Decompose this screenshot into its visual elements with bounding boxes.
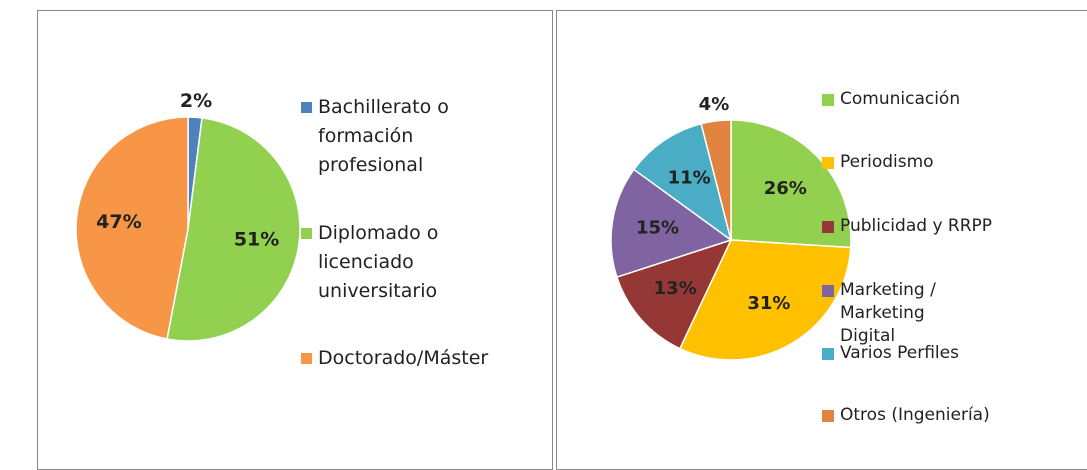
data-label: 2% (180, 90, 212, 112)
data-label: 13% (654, 278, 697, 299)
legend-item: Doctorado/Máster (301, 344, 511, 373)
data-label: 31% (747, 293, 790, 314)
legend-label: Comunicación (840, 89, 961, 109)
legend-label: Marketing / Marketing Digital (840, 280, 936, 346)
legend-item: Bachillerato o formación profesional (301, 93, 511, 180)
pie-slice (610, 168, 733, 279)
chart-panel: 2% 51% 47% Bachillerato o formación profesi… (37, 10, 553, 470)
chart-panel: 26% 31% 13% 15% 11% 4% Comunicación Periodismo P… (556, 10, 1087, 470)
legend-item: Marketing / Marketing Digital (822, 279, 1087, 348)
legend-swatch (822, 220, 834, 233)
legend-item: Periodismo (822, 151, 1087, 174)
legend-item: Otros (Ingeniería) (822, 404, 1087, 427)
data-label: 51% (234, 228, 279, 250)
legend-swatch (822, 347, 834, 360)
pie-slice (615, 238, 733, 350)
pie-slice (75, 116, 189, 340)
legend-swatch (822, 409, 834, 422)
legend-label: Bachillerato o formación profesional (318, 96, 449, 176)
legend-label: Periodismo (840, 152, 934, 172)
pie-slice (678, 239, 852, 361)
data-label: 11% (668, 167, 711, 188)
data-label: 47% (96, 211, 141, 233)
legend-label: Varios Perfiles (840, 343, 959, 363)
page: 2% 51% 47% Bachillerato o formación profesi… (37, 10, 1087, 470)
data-label: 15% (636, 217, 679, 238)
legend-item: Publicidad y RRPP (822, 215, 1087, 238)
legend-item: Comunicación (822, 88, 1087, 111)
legend-swatch (301, 353, 312, 364)
legend-swatch (822, 284, 834, 297)
data-label: 26% (764, 178, 807, 199)
pie-slice (166, 117, 301, 342)
pie-chart: 2% 51% 47% (75, 90, 301, 342)
pie-slice (632, 122, 733, 242)
legend-item: Varios Perfiles (822, 342, 1087, 365)
pie-chart: 26% 31% 13% 15% 11% 4% (610, 94, 852, 361)
data-label: 4% (699, 94, 730, 115)
legend-swatch (822, 93, 834, 106)
legend-label: Doctorado/Máster (318, 347, 489, 369)
legend-label: Otros (Ingeniería) (840, 405, 990, 425)
pie-slice (700, 119, 732, 241)
legend-swatch (822, 156, 834, 169)
legend-swatch (301, 228, 312, 239)
legend-label: Diplomado o licenciado universitario (318, 222, 439, 302)
pie-slice (730, 119, 852, 249)
legend-item: Diplomado o licenciado universitario (301, 219, 511, 306)
legend-label: Publicidad y RRPP (840, 216, 993, 236)
legend-swatch (301, 102, 312, 113)
